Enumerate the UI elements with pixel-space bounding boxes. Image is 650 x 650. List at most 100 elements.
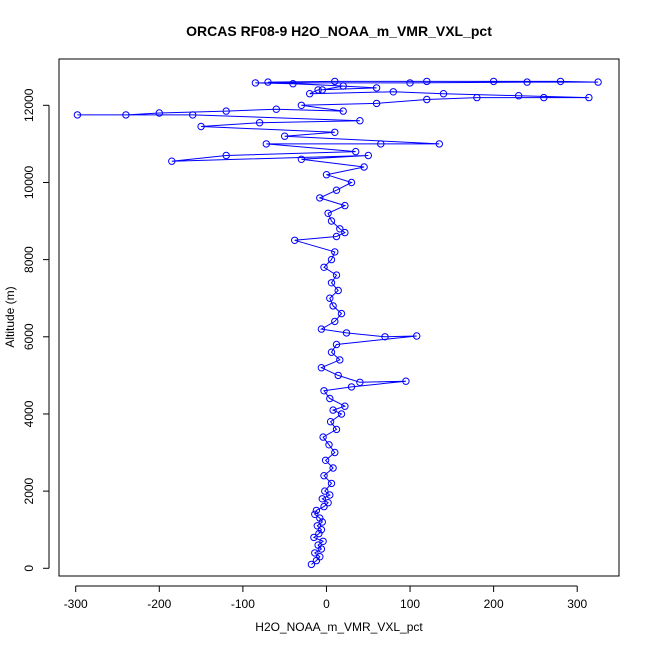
data-point	[327, 279, 336, 287]
data-point	[377, 140, 385, 148]
data-point	[347, 178, 356, 187]
data-point	[356, 378, 364, 386]
data-point	[310, 533, 318, 542]
data-point	[334, 286, 342, 295]
data-point	[326, 491, 334, 499]
x-axis: -300 -200 -100 0 100 200 300	[64, 585, 588, 611]
data-point	[320, 502, 328, 511]
data-point	[337, 309, 346, 318]
data-point	[317, 325, 326, 333]
data-point	[289, 80, 297, 88]
data-point	[264, 78, 272, 86]
data-point	[341, 402, 349, 410]
data-point	[320, 472, 328, 480]
data-point	[327, 255, 336, 264]
y-tick-label: 2000	[22, 477, 36, 504]
data-point	[329, 406, 337, 414]
x-tick-label: -200	[147, 597, 171, 611]
data-point	[413, 332, 421, 340]
y-axis: 0 2000 4000 6000 8000 10000 12000	[22, 88, 50, 572]
data-point	[585, 93, 593, 102]
data-point	[523, 78, 531, 86]
x-tick-label: -300	[64, 597, 88, 611]
data-point	[372, 99, 381, 108]
data-point	[314, 541, 322, 549]
data-point	[297, 101, 306, 110]
x-tick-label: 200	[484, 597, 504, 611]
data-point	[336, 225, 344, 233]
data-point	[332, 271, 341, 279]
data-point	[321, 456, 330, 464]
data-point	[423, 77, 431, 86]
data-point	[251, 79, 260, 87]
data-point	[319, 433, 327, 441]
data-point	[321, 487, 329, 495]
data-point	[314, 86, 322, 94]
x-axis-label: H2O_NOAA_m_VMR_VXL_pct	[255, 620, 423, 634]
data-point	[331, 448, 339, 457]
x-tick-label: 100	[400, 597, 420, 611]
y-tick-label: 10000	[22, 165, 36, 199]
data-point	[306, 90, 314, 98]
y-tick-label: 12000	[22, 88, 36, 122]
data-point	[332, 232, 341, 241]
data-point	[331, 248, 339, 256]
data-point	[322, 171, 331, 179]
data-point	[324, 499, 332, 507]
data-point	[316, 194, 324, 202]
data-point	[515, 92, 523, 100]
data-point	[331, 77, 339, 86]
data-point	[332, 425, 341, 434]
data-point	[291, 236, 299, 245]
data-point	[332, 340, 341, 349]
data-point	[311, 510, 319, 518]
data-point	[189, 111, 197, 119]
data-point	[255, 119, 264, 127]
series-layer	[73, 77, 602, 569]
data-point	[327, 479, 336, 488]
data-point	[356, 117, 364, 125]
data-point	[197, 122, 205, 131]
data-point	[313, 522, 321, 530]
data-point	[316, 553, 324, 561]
data-point	[352, 147, 360, 156]
data-point	[317, 364, 326, 372]
data-point	[341, 201, 349, 210]
data-point	[326, 394, 334, 403]
data-point	[423, 95, 431, 104]
y-tick-label: 0	[22, 565, 36, 572]
data-point	[473, 93, 481, 102]
data-point	[339, 82, 347, 90]
data-point	[312, 506, 321, 515]
plot-area-frame	[58, 58, 620, 577]
data-point	[331, 128, 339, 137]
data-point	[489, 77, 498, 86]
data-point	[336, 356, 344, 364]
data-point	[315, 529, 323, 538]
data-point	[327, 217, 336, 225]
data-point	[435, 140, 443, 148]
data-point	[320, 263, 328, 271]
data-point	[402, 377, 410, 385]
data-point	[317, 526, 326, 534]
data-point	[122, 111, 130, 119]
data-point	[360, 163, 368, 171]
data-point	[327, 348, 336, 356]
data-point	[297, 155, 306, 164]
data-point	[318, 495, 326, 503]
x-tick-label: 0	[323, 597, 330, 611]
data-point	[281, 132, 289, 140]
data-point	[272, 105, 280, 113]
data-point	[316, 514, 324, 522]
x-tick-label: -100	[231, 597, 255, 611]
data-point	[347, 383, 356, 391]
data-point	[155, 109, 164, 117]
data-point	[594, 78, 602, 86]
data-point	[342, 329, 351, 337]
data-point	[331, 317, 339, 326]
data-point	[319, 537, 327, 545]
data-point	[311, 549, 319, 557]
data-point	[324, 209, 332, 218]
